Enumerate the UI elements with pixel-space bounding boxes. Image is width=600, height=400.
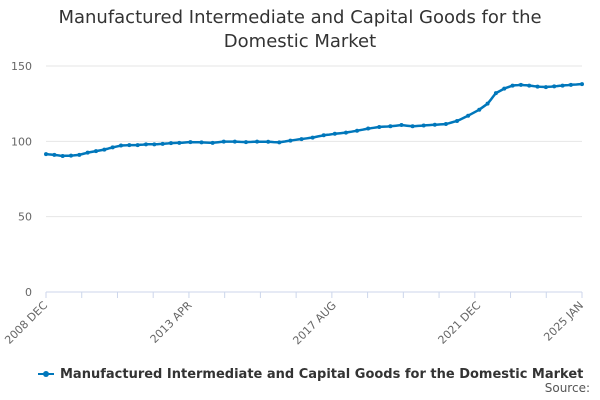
data-point xyxy=(410,124,415,129)
data-point xyxy=(199,140,204,145)
data-point xyxy=(255,139,260,144)
data-point xyxy=(455,118,460,123)
y-tick-label: 50 xyxy=(18,211,32,224)
data-point xyxy=(221,139,226,144)
data-point xyxy=(485,101,490,106)
data-point xyxy=(127,143,132,148)
data-point xyxy=(560,83,565,88)
data-point xyxy=(527,83,532,88)
data-point xyxy=(421,123,426,128)
data-point xyxy=(266,139,271,144)
data-point xyxy=(510,83,515,88)
data-point xyxy=(355,128,360,133)
data-point xyxy=(568,82,573,87)
data-point xyxy=(580,82,584,87)
data-point xyxy=(243,140,248,145)
data-point xyxy=(143,142,148,147)
data-point xyxy=(343,130,348,135)
data-point xyxy=(518,82,523,87)
x-tick-label: 2021 DEC xyxy=(436,299,484,347)
data-point xyxy=(502,86,507,91)
data-point xyxy=(432,122,437,127)
data-point xyxy=(377,125,382,130)
data-point xyxy=(188,140,193,145)
data-point xyxy=(288,138,293,143)
data-point xyxy=(44,152,48,157)
data-point xyxy=(299,137,304,142)
data-point xyxy=(93,149,98,154)
grid-layer xyxy=(46,65,582,218)
data-point xyxy=(177,140,182,145)
series-layer xyxy=(44,82,584,158)
source-label: Source: xyxy=(544,381,590,395)
data-point xyxy=(310,135,315,140)
x-tick-label: 2013 APR xyxy=(148,299,195,346)
data-point xyxy=(321,133,326,138)
legend-dot-swatch xyxy=(43,371,49,377)
legend[interactable]: Manufactured Intermediate and Capital Go… xyxy=(38,364,583,384)
y-tick-label: 100 xyxy=(11,135,32,148)
data-point xyxy=(477,107,482,112)
axis-layer: 0 50 100 150 2008 DEC 2013 APR 2017 AUG 2021 DE… xyxy=(2,60,586,347)
data-point xyxy=(85,150,90,155)
data-point xyxy=(160,141,165,146)
data-point xyxy=(535,84,540,89)
data-point xyxy=(332,131,337,136)
series-line xyxy=(45,82,583,158)
x-tick-label: 2017 AUG xyxy=(290,299,339,348)
x-tick-label: 2025 JAN xyxy=(541,299,586,344)
y-tick-label: 150 xyxy=(11,60,32,73)
y-tick-label: 0 xyxy=(25,286,32,299)
data-point xyxy=(277,140,282,145)
data-point xyxy=(60,153,65,158)
data-point xyxy=(232,139,237,144)
data-point xyxy=(152,142,157,147)
data-point xyxy=(118,143,123,148)
data-point xyxy=(110,145,115,150)
data-point xyxy=(543,85,548,90)
data-point xyxy=(168,141,173,146)
data-point xyxy=(493,91,498,96)
x-tick-label: 2008 DEC xyxy=(2,299,50,347)
data-point xyxy=(135,143,140,148)
data-point xyxy=(366,126,371,131)
data-point xyxy=(68,153,73,158)
data-point xyxy=(388,124,393,129)
data-point xyxy=(52,152,57,157)
chart-title: Manufactured Intermediate and Capital Go… xyxy=(58,7,542,52)
legend-label: Manufactured Intermediate and Capital Go… xyxy=(60,366,584,382)
data-point xyxy=(102,147,107,152)
data-point xyxy=(210,140,215,145)
data-point xyxy=(466,113,471,118)
legend-marker-icon xyxy=(38,368,54,380)
data-point xyxy=(552,84,557,89)
data-point xyxy=(443,122,448,127)
data-point xyxy=(77,152,82,157)
data-point xyxy=(399,123,404,128)
